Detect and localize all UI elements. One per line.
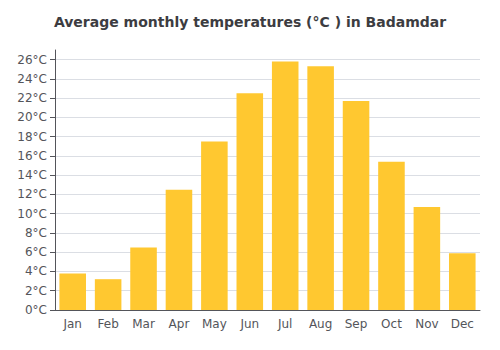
svg-text:Feb: Feb — [98, 317, 119, 331]
svg-text:Average monthly temperatures (: Average monthly temperatures (°C ) in Ba… — [54, 14, 446, 30]
svg-text:Jul: Jul — [277, 317, 292, 331]
svg-text:Dec: Dec — [451, 317, 474, 331]
svg-text:12°C: 12°C — [17, 187, 47, 201]
svg-text:Oct: Oct — [381, 317, 402, 331]
svg-text:16°C: 16°C — [17, 149, 47, 163]
svg-text:May: May — [202, 317, 227, 331]
svg-text:Apr: Apr — [169, 317, 190, 331]
svg-text:24°C: 24°C — [17, 72, 47, 86]
svg-text:Jun: Jun — [239, 317, 259, 331]
svg-text:20°C: 20°C — [17, 110, 47, 124]
svg-text:Sep: Sep — [345, 317, 368, 331]
svg-text:8°C: 8°C — [25, 226, 47, 240]
svg-text:2°C: 2°C — [25, 284, 47, 298]
svg-text:Aug: Aug — [309, 317, 332, 331]
svg-text:14°C: 14°C — [17, 168, 47, 182]
svg-text:18°C: 18°C — [17, 130, 47, 144]
svg-text:Mar: Mar — [132, 317, 155, 331]
svg-text:10°C: 10°C — [17, 207, 47, 221]
svg-text:4°C: 4°C — [25, 264, 47, 278]
svg-text:Jan: Jan — [62, 317, 82, 331]
svg-text:0°C: 0°C — [25, 303, 47, 317]
svg-text:6°C: 6°C — [25, 245, 47, 259]
svg-text:22°C: 22°C — [17, 91, 47, 105]
svg-text:26°C: 26°C — [17, 53, 47, 67]
svg-text:Nov: Nov — [415, 317, 438, 331]
